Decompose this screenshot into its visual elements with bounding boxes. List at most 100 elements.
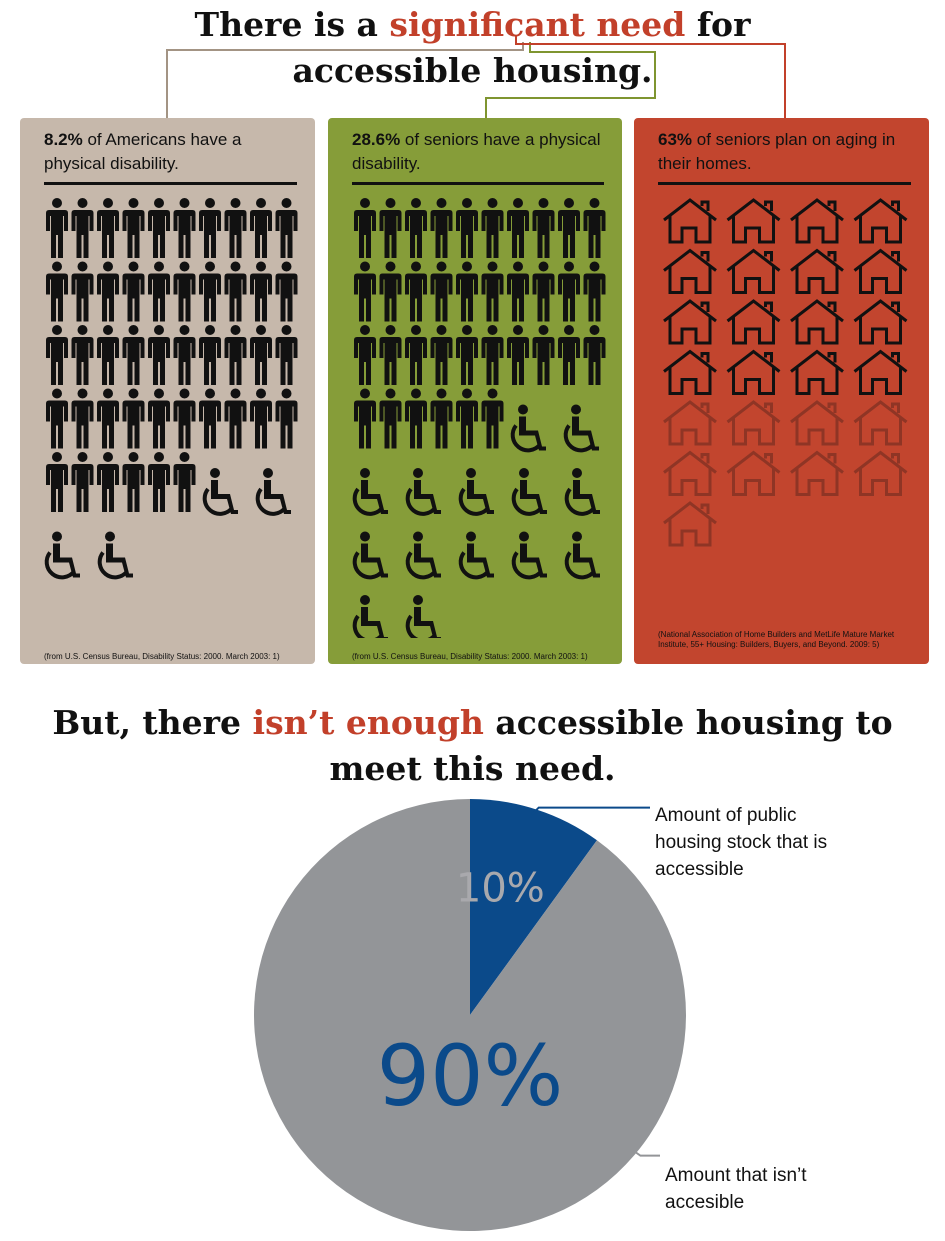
person-icon <box>97 452 119 512</box>
source-note: (National Association of Home Builders a… <box>658 630 895 649</box>
person-icon <box>275 198 298 258</box>
leader-line-accessible <box>531 806 650 816</box>
person-icon <box>71 198 94 258</box>
house-icon <box>726 450 781 496</box>
section-title-highlight: isn’t enough <box>252 703 484 742</box>
person-icon <box>354 198 376 258</box>
person-icon <box>405 325 427 385</box>
person-icon <box>430 388 453 449</box>
person-icon <box>71 452 94 512</box>
person-icon <box>354 388 376 449</box>
person-icon <box>379 261 402 322</box>
person-icon <box>224 325 247 385</box>
person-icon <box>583 198 606 258</box>
person-icon <box>122 198 145 258</box>
wheelchair-icon <box>510 404 546 453</box>
person-icon <box>250 198 272 258</box>
legend-label-accessible: Amount of public housing stock that is a… <box>655 805 828 880</box>
house-icon <box>790 198 844 244</box>
person-icon <box>122 388 145 449</box>
person-icon <box>122 452 145 512</box>
person-icon <box>46 388 68 449</box>
slice-label-90: 90% <box>377 1027 564 1125</box>
people-icon-grid <box>352 198 606 638</box>
person-icon <box>199 388 221 449</box>
person-icon <box>148 325 170 385</box>
person-icon <box>173 325 196 385</box>
title-text: There is a <box>194 5 390 44</box>
title-text-end: for <box>685 5 751 44</box>
person-icon <box>481 198 504 258</box>
wheelchair-icon <box>458 468 494 516</box>
stat-text: 8.2% of Americans have a physical disabi… <box>44 130 242 173</box>
stat-value: 63% <box>658 130 693 149</box>
wheelchair-icon <box>564 468 600 516</box>
wheelchair-icon <box>405 468 441 516</box>
house-icon <box>790 349 844 395</box>
person-icon <box>532 198 555 258</box>
person-icon <box>430 198 453 258</box>
person-icon <box>148 388 170 449</box>
house-icon <box>663 450 717 496</box>
title-connectors <box>166 36 786 118</box>
house-icon <box>790 400 844 446</box>
person-icon <box>532 325 555 385</box>
title-highlight: significant need <box>389 5 686 44</box>
person-icon <box>97 388 119 449</box>
house-icon <box>853 349 908 395</box>
stat-value: 28.6% <box>352 130 401 149</box>
source-note: (from U.S. Census Bureau, Disability Sta… <box>352 652 588 661</box>
house-icon <box>853 299 908 345</box>
wheelchair-icon <box>511 531 547 580</box>
person-icon <box>199 325 221 385</box>
person-icon <box>46 452 68 512</box>
house-icon <box>790 299 844 345</box>
divider <box>352 182 604 185</box>
person-icon <box>456 261 478 322</box>
person-icon <box>558 261 580 322</box>
stat-panel-americans: 8.2% of Americans have a physical disabi… <box>20 118 315 664</box>
person-icon <box>558 198 580 258</box>
divider <box>658 182 911 185</box>
stat-text: 28.6% of seniors have a physical disabil… <box>352 130 601 173</box>
person-icon <box>430 325 453 385</box>
person-icon <box>224 261 247 322</box>
wheelchair-icon <box>202 468 238 516</box>
person-icon <box>532 261 555 322</box>
pie-chart: 10% 90% <box>254 799 686 1231</box>
person-icon <box>97 261 119 322</box>
person-icon <box>583 325 606 385</box>
slice-label-10: 10% <box>456 866 545 912</box>
person-icon <box>148 452 170 512</box>
house-icon <box>853 198 908 244</box>
person-icon <box>354 261 376 322</box>
person-icon <box>275 261 298 322</box>
person-icon <box>199 261 221 322</box>
person-icon <box>97 325 119 385</box>
person-icon <box>122 261 145 322</box>
connector-panel1 <box>166 42 524 118</box>
house-icon <box>726 400 781 446</box>
legend-label-not-accessible: Amount that isn’t accesible <box>665 1165 807 1213</box>
house-icon <box>853 450 908 496</box>
person-icon <box>481 325 504 385</box>
person-icon <box>250 325 272 385</box>
pie-slice-not-accessible <box>254 799 686 1231</box>
source-note: (from U.S. Census Bureau, Disability Sta… <box>44 652 280 661</box>
person-icon <box>71 261 94 322</box>
house-icon <box>790 450 844 496</box>
person-icon <box>379 388 402 449</box>
person-icon <box>405 261 427 322</box>
wheelchair-icon <box>44 531 80 580</box>
house-icon-grid <box>663 198 908 547</box>
section-title: But, there isn’t enough accessible housi… <box>52 703 893 788</box>
person-icon <box>558 325 580 385</box>
house-icon <box>726 248 781 294</box>
house-icon <box>663 248 717 294</box>
person-icon <box>250 388 272 449</box>
person-icon <box>46 261 68 322</box>
wheelchair-icon <box>352 531 388 580</box>
wheelchair-icon <box>352 468 388 516</box>
person-icon <box>481 388 504 449</box>
person-icon <box>199 198 221 258</box>
